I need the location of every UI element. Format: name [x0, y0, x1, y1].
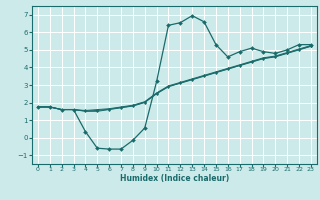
X-axis label: Humidex (Indice chaleur): Humidex (Indice chaleur)	[120, 174, 229, 183]
